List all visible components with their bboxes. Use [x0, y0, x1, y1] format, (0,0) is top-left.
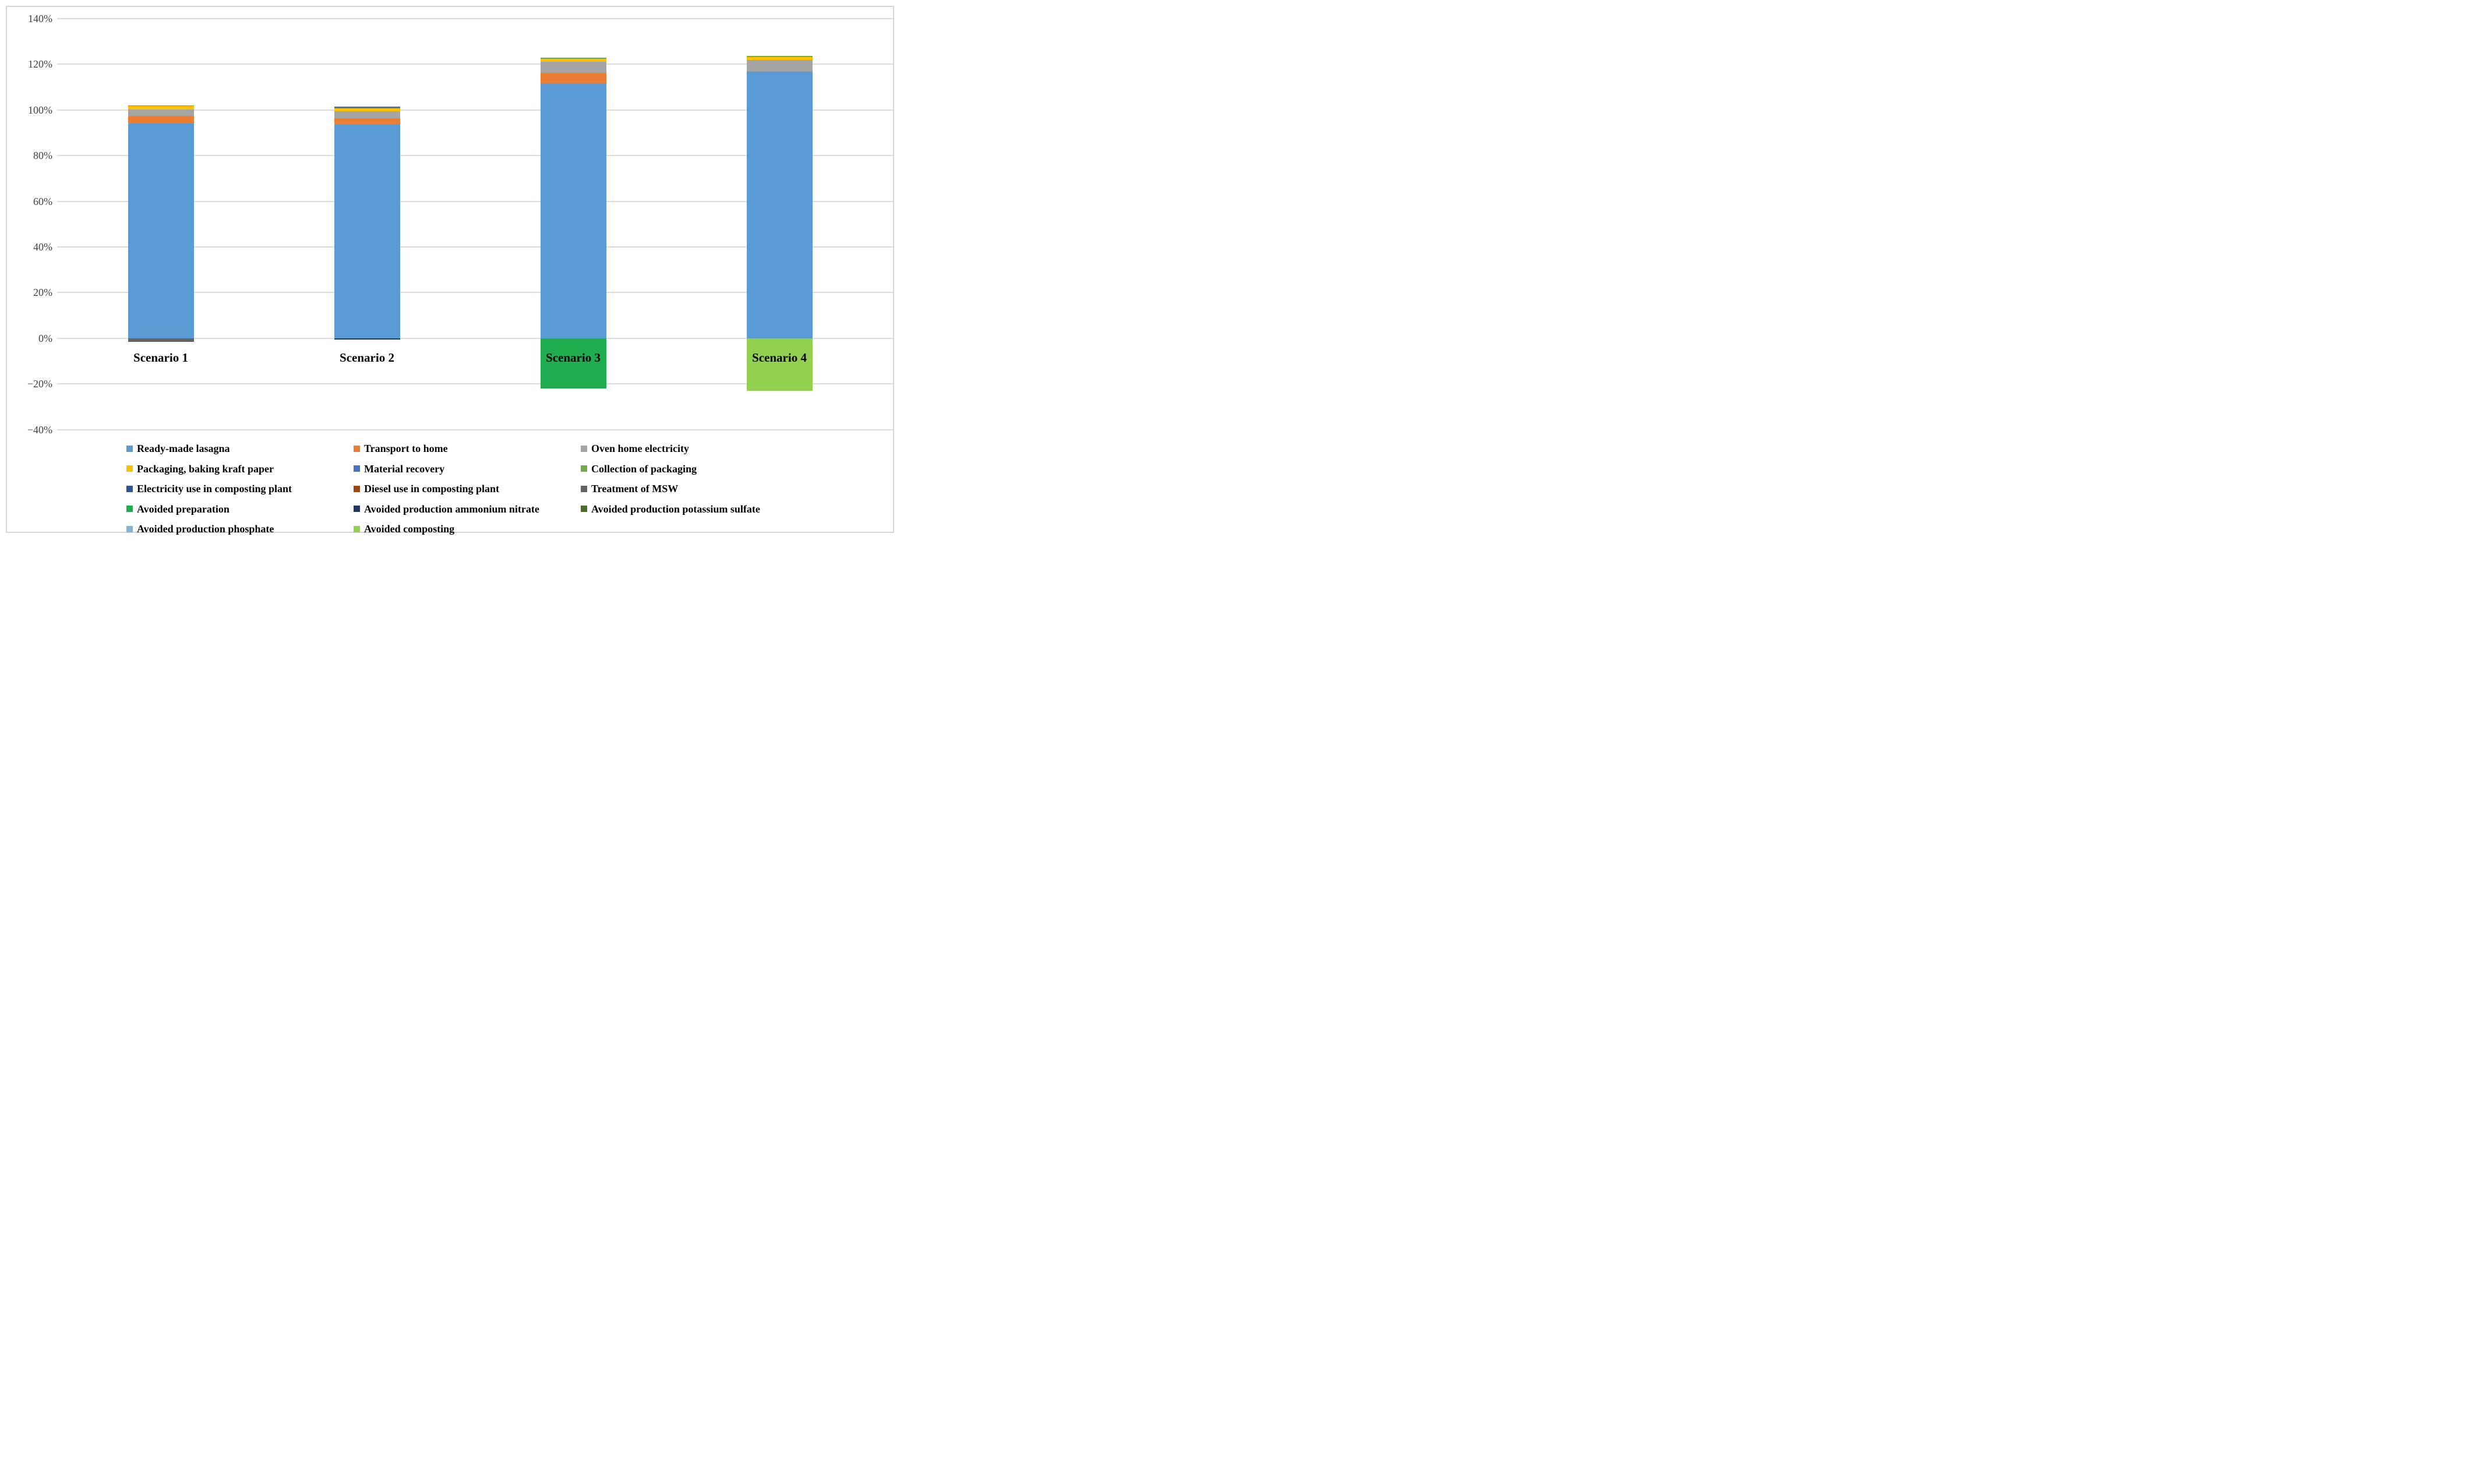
bar-segment-oven-home-electricity	[746, 60, 813, 72]
legend-item: Avoided production phosphate	[126, 523, 274, 535]
bar-segment-packaging-baking-kraft-paper	[746, 56, 813, 61]
legend-item: Treatment of MSW	[581, 483, 678, 494]
gridline	[57, 337, 894, 339]
bar-segment-transport-to-home	[334, 118, 400, 125]
gridline	[57, 246, 894, 248]
bar-segment-transport-to-home	[540, 73, 606, 83]
bar-segment-ready-made-lasagna	[334, 124, 400, 338]
bar-segment-ready-made-lasagna	[746, 72, 813, 338]
category-label: Scenario 2	[340, 351, 394, 365]
gridline	[57, 63, 894, 65]
category-label: Scenario 4	[752, 351, 807, 365]
y-axis-tick-label: 40%	[33, 241, 52, 253]
legend-swatch-icon	[354, 445, 360, 452]
bar-segment-oven-home-electricity	[128, 109, 194, 116]
stacked-bar-chart-figure: 140% 120% 100% 80% 60% 40% 20% 0% −20% −40% Scenar…	[0, 0, 900, 539]
legend-swatch-icon	[354, 525, 360, 532]
legend-item: Collection of packaging	[581, 463, 697, 475]
legend-item: Material recovery	[354, 463, 444, 475]
y-axis-tick-label: −40%	[27, 423, 52, 436]
bar-segment-avoided-preparation	[540, 338, 606, 389]
gridline	[57, 109, 894, 111]
bar-segment-collection-of-packaging	[128, 105, 194, 107]
gridline	[57, 383, 894, 385]
bar-segment-collection-of-packaging	[746, 55, 813, 57]
bar-segment-packaging-baking-kraft-paper	[540, 58, 606, 62]
legend-swatch-icon	[354, 506, 360, 512]
legend-label: Avoided preparation	[137, 503, 230, 515]
bar-segment-transport-to-home	[128, 115, 194, 123]
gridline	[57, 18, 894, 19]
bar-segment-avoided-composting	[746, 338, 813, 391]
legend-item: Oven home electricity	[581, 443, 689, 454]
legend-swatch-icon	[126, 445, 133, 452]
legend-swatch-icon	[126, 506, 133, 512]
legend-swatch-icon	[354, 485, 360, 492]
legend-swatch-icon	[581, 465, 587, 472]
legend-label: Treatment of MSW	[591, 483, 679, 494]
legend-label: Packaging, baking kraft paper	[137, 462, 274, 475]
legend-item: Transport to home	[354, 443, 448, 454]
y-axis-tick-label: −20%	[27, 378, 52, 390]
legend-item: Diesel use in composting plant	[354, 483, 499, 494]
legend-swatch-icon	[126, 465, 133, 472]
bar-segment-avoided-production-ammonium-nitrate	[334, 338, 400, 340]
legend-label: Avoided production phosphate	[137, 523, 274, 535]
legend-label: Avoided production potassium sulfate	[591, 503, 760, 515]
gridline	[57, 155, 894, 157]
bar-segment-oven-home-electricity	[334, 111, 400, 118]
legend-label: Avoided composting	[364, 523, 455, 535]
y-axis-tick-label: 0%	[38, 332, 52, 344]
gridline	[57, 429, 894, 430]
legend-label: Diesel use in composting plant	[364, 483, 500, 494]
bar-segment-ready-made-lasagna	[540, 83, 606, 338]
legend-item: Ready-made lasagna	[126, 443, 230, 454]
bar-segment-oven-home-electricity	[540, 62, 606, 73]
legend-label: Electricity use in composting plant	[137, 483, 292, 494]
bar-segment-ready-made-lasagna	[128, 123, 194, 338]
legend-label: Ready-made lasagna	[137, 443, 230, 454]
legend-label: Avoided production ammonium nitrate	[364, 503, 539, 515]
gridline	[57, 200, 894, 202]
y-axis-tick-label: 20%	[33, 287, 52, 299]
bar-segment-collection-of-packaging	[540, 58, 606, 59]
legend-swatch-icon	[126, 485, 133, 492]
y-axis-tick-label: 140%	[28, 13, 52, 24]
legend-item: Avoided composting	[354, 523, 454, 535]
bar-segment-packaging-baking-kraft-paper	[128, 106, 194, 109]
y-axis-tick-label: 100%	[28, 104, 52, 116]
legend-label: Collection of packaging	[591, 462, 697, 475]
category-label: Scenario 1	[133, 351, 188, 365]
legend-item: Avoided production ammonium nitrate	[354, 503, 539, 515]
y-axis-tick-label: 120%	[28, 58, 52, 70]
legend-item: Electricity use in composting plant	[126, 483, 292, 494]
y-axis-tick-label: 60%	[33, 195, 52, 207]
bar-segment-treatment-of-msw	[128, 338, 194, 342]
legend-swatch-icon	[126, 525, 133, 532]
legend-label: Material recovery	[364, 462, 445, 475]
y-axis-tick-label: 80%	[33, 150, 52, 162]
legend-swatch-icon	[581, 445, 587, 452]
legend-swatch-icon	[581, 506, 587, 512]
category-label: Scenario 3	[546, 351, 601, 365]
legend-label: Transport to home	[364, 443, 448, 454]
legend-swatch-icon	[581, 485, 587, 492]
gridline	[57, 292, 894, 294]
legend-item: Avoided production potassium sulfate	[581, 503, 760, 515]
legend-item: Packaging, baking kraft paper	[126, 463, 274, 475]
legend-item: Avoided preparation	[126, 503, 230, 515]
legend-swatch-icon	[354, 465, 360, 472]
legend-label: Oven home electricity	[591, 443, 689, 454]
bar-segment-material-recovery	[334, 106, 400, 109]
bar-segment-packaging-baking-kraft-paper	[334, 108, 400, 111]
